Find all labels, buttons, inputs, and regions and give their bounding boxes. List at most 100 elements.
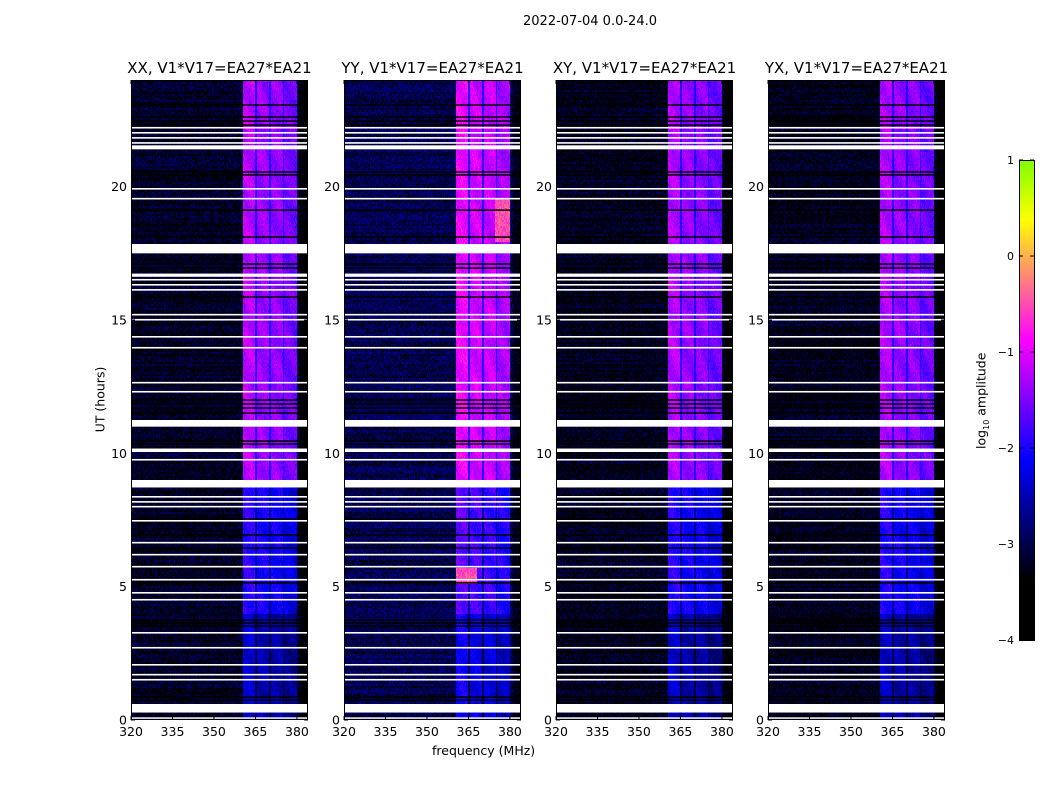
flagged-row-white	[131, 632, 308, 634]
flagged-row-black	[131, 171, 308, 173]
flagged-row-white	[556, 318, 733, 321]
flagged-row-white	[131, 578, 308, 581]
flagged-row-black	[344, 582, 521, 584]
flagged-row-black	[768, 403, 945, 405]
flagged-row-black	[556, 124, 733, 126]
y-tick-label: 10	[111, 446, 127, 461]
flagged-row-white	[768, 592, 945, 594]
flagged-row-white	[556, 592, 733, 594]
flagged-row-white	[556, 664, 733, 666]
flagged-row-white	[556, 458, 733, 461]
flagged-row-black	[768, 440, 945, 442]
flagged-row-white	[131, 142, 308, 144]
flagged-row-black	[556, 263, 733, 265]
panel-frame	[556, 80, 733, 720]
flagged-row-white	[768, 646, 945, 649]
colorbar-tick-label: −3	[998, 538, 1014, 551]
flagged-row-white	[768, 678, 945, 681]
flagged-row-black	[768, 412, 945, 414]
flagged-row-white	[344, 496, 521, 498]
flagged-row-black	[556, 209, 733, 211]
flagged-row-white	[344, 480, 521, 488]
flagged-row-white	[556, 244, 733, 254]
flagged-row-black	[768, 171, 945, 173]
flagged-row-black	[768, 696, 945, 698]
panel-title: YX, V1*V17=EA27*EA21	[764, 59, 949, 77]
flagged-row-white	[344, 673, 521, 676]
flagged-row-white	[344, 565, 521, 568]
flagged-row-white	[556, 598, 733, 601]
panel-frame	[131, 80, 308, 720]
colorbar	[1019, 160, 1034, 640]
x-tick-label: 335	[161, 724, 185, 739]
x-tick-label: 380	[498, 724, 522, 739]
flagged-row-black	[556, 403, 733, 405]
flagged-row-black	[131, 104, 308, 106]
flagged-row-white	[344, 501, 521, 503]
flagged-row-white	[131, 336, 308, 338]
flagged-row-black	[768, 209, 945, 211]
flagged-row-white	[556, 704, 733, 713]
flagged-row-black	[556, 171, 733, 173]
flagged-row-white	[131, 244, 308, 254]
flagged-row-white	[556, 578, 733, 581]
x-tick-label: 365	[244, 724, 268, 739]
flagged-row-white	[344, 284, 521, 286]
flagged-row-white	[131, 126, 308, 129]
flagged-row-black	[344, 209, 521, 211]
flagged-row-black	[344, 236, 521, 238]
panel-title: XX, V1*V17=EA27*EA21	[127, 59, 312, 77]
y-tick-label: 0	[544, 713, 552, 728]
flagged-row-black	[556, 267, 733, 269]
figure-title: 2022-07-04 0.0-24.0	[523, 14, 657, 29]
x-tick-label: 320	[756, 724, 780, 739]
flagged-row-white	[344, 289, 521, 291]
x-tick-label: 335	[798, 724, 822, 739]
flagged-row-white	[768, 501, 945, 503]
flagged-row-white	[768, 313, 945, 316]
flagged-row-white	[131, 520, 308, 522]
flagged-row-black	[131, 236, 308, 238]
flagged-row-white	[768, 132, 945, 134]
flagged-row-white	[768, 598, 945, 601]
flagged-row-black	[131, 263, 308, 265]
y-tick-label: 20	[111, 179, 127, 194]
colorbar-tick-label: −4	[998, 634, 1014, 647]
flagged-row-white	[768, 381, 945, 384]
flagged-row-black	[556, 619, 733, 621]
flagged-row-black	[131, 696, 308, 698]
flagged-row-black	[344, 407, 521, 409]
flagged-row-black	[344, 622, 521, 624]
y-tick-label: 20	[748, 179, 764, 194]
flagged-row-black	[344, 518, 521, 520]
flagged-row-white	[768, 126, 945, 129]
colorbar-frame	[1019, 160, 1035, 641]
y-tick-label: 5	[756, 579, 764, 594]
flagged-row-white	[131, 448, 308, 452]
flagged-row-black	[131, 534, 308, 536]
flagged-row-white	[344, 126, 521, 129]
flagged-row-black	[556, 534, 733, 536]
panel-frame	[344, 80, 521, 720]
flagged-row-white	[131, 197, 308, 200]
flagged-row-white	[768, 717, 945, 719]
flagged-row-white	[556, 284, 733, 286]
flagged-row-black	[768, 699, 945, 701]
flagged-row-black	[131, 699, 308, 701]
flagged-row-black	[768, 547, 945, 549]
flagged-row-white	[131, 646, 308, 649]
flagged-row-white	[768, 704, 945, 713]
flagged-row-white	[556, 505, 733, 508]
flagged-row-white	[344, 278, 521, 281]
flagged-row-black	[131, 116, 308, 118]
x-tick-label: 320	[332, 724, 356, 739]
flagged-row-white	[131, 284, 308, 286]
flagged-row-white	[556, 132, 733, 134]
flagged-row-white	[131, 565, 308, 568]
flagged-row-white	[556, 480, 733, 488]
flagged-row-white	[131, 381, 308, 384]
flagged-row-black	[131, 518, 308, 520]
flagged-row-white	[131, 704, 308, 713]
flagged-row-white	[768, 278, 945, 281]
